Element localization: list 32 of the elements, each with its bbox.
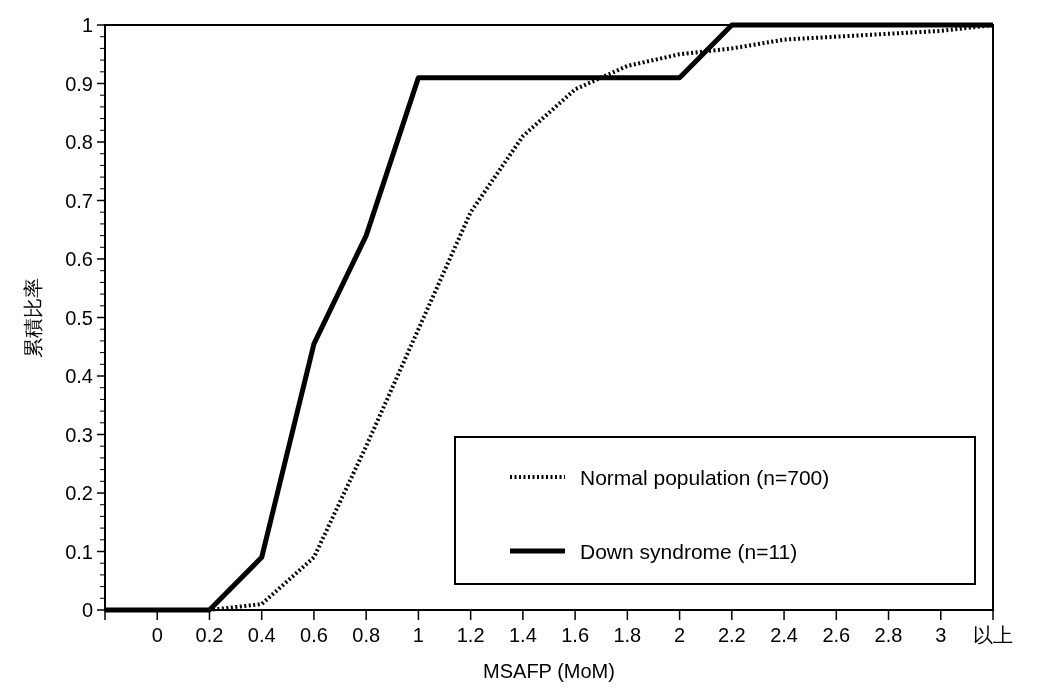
x-tick-label: 0.4 [247, 624, 276, 646]
x-tick-label: 1.8 [613, 624, 642, 646]
y-tick-label: 0.7 [65, 189, 93, 212]
x-axis-title: MSAFP (MoM) [483, 660, 615, 682]
x-tick-label: 以上 [973, 624, 1013, 646]
x-tick-label: 1.6 [561, 624, 590, 646]
x-tick-label: 2 [674, 624, 686, 646]
x-tick-label: 0.6 [300, 624, 328, 646]
x-tick-label: 1.4 [508, 624, 537, 646]
y-tick-label: 0.8 [65, 131, 93, 153]
legend-label: Down syndrome (n=11) [580, 540, 798, 563]
x-tick-label: 0.2 [195, 624, 224, 646]
x-tick-label: 0.8 [352, 624, 381, 646]
x-tick-label: 1 [412, 624, 424, 646]
x-tick-label: 2.2 [717, 624, 746, 646]
y-tick-label: 1 [81, 14, 93, 36]
y-tick-label: 0.6 [65, 248, 93, 270]
x-tick-label: 0 [151, 624, 163, 646]
y-tick-label: 0 [81, 599, 93, 621]
x-tick-label: 1.2 [456, 624, 485, 646]
x-tick-label: 2.4 [770, 624, 798, 646]
x-tick-label: 2.8 [874, 624, 903, 646]
y-tick-label: 0.3 [65, 423, 93, 446]
y-tick-label: 0.5 [65, 306, 93, 329]
y-tick-label: 0.1 [65, 540, 93, 563]
x-tick-label: 2.6 [822, 624, 851, 646]
y-axis-title: 累積比率 [22, 277, 44, 358]
y-tick-label: 0.2 [65, 482, 93, 504]
y-tick-label: 0.9 [65, 72, 93, 95]
legend-label: Normal population (n=700) [580, 466, 830, 489]
x-tick-label: 3 [935, 624, 947, 646]
y-tick-label: 0.4 [65, 365, 93, 387]
